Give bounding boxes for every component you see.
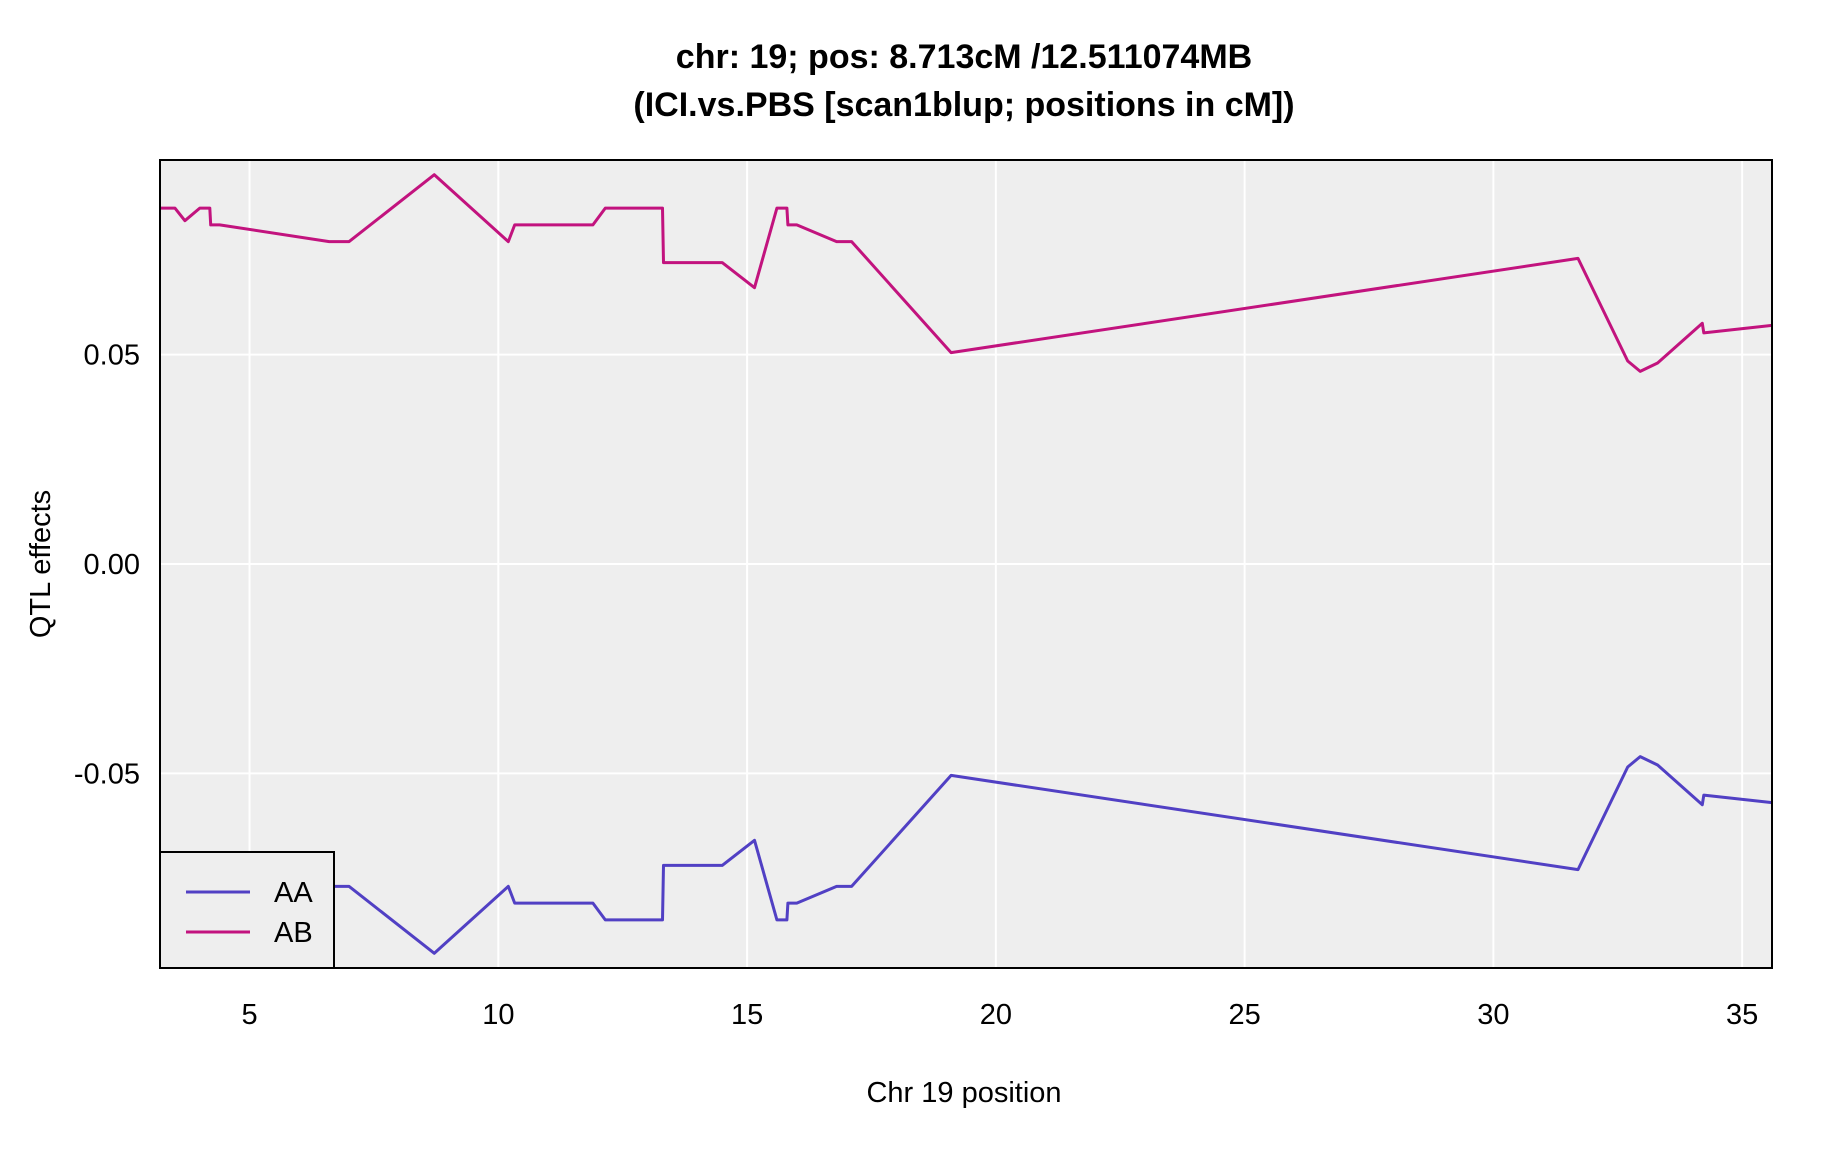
legend: AA AB xyxy=(159,851,335,969)
x-tick-label: 10 xyxy=(482,999,514,1031)
y-tick-label: 0.05 xyxy=(84,340,140,372)
y-axis-label: QTL effects xyxy=(25,490,57,638)
x-tick-label: 5 xyxy=(241,999,257,1031)
x-axis-ticks: 5 10 15 20 25 30 35 xyxy=(241,999,1758,1031)
chart-subtitle: (ICI.vs.PBS [scan1blup; positions in cM]… xyxy=(633,86,1294,124)
y-tick-label: -0.05 xyxy=(74,758,140,790)
grid-lines xyxy=(160,160,1772,968)
series-line-ab xyxy=(160,173,1773,373)
x-tick-label: 15 xyxy=(731,999,763,1031)
x-tick-label: 20 xyxy=(980,999,1012,1031)
x-tick-label: 30 xyxy=(1477,999,1509,1031)
legend-label-ab: AB xyxy=(274,917,313,949)
plot-border xyxy=(159,159,1773,969)
x-axis-label: Chr 19 position xyxy=(866,1077,1061,1109)
x-tick-label: 25 xyxy=(1228,999,1260,1031)
legend-label-aa: AA xyxy=(274,877,313,909)
x-tick-label: 35 xyxy=(1726,999,1758,1031)
y-axis-ticks: -0.05 0.00 0.05 xyxy=(74,340,140,791)
chart-title: chr: 19; pos: 8.713cM /12.511074MB xyxy=(676,38,1252,76)
legend-box xyxy=(159,851,335,969)
y-tick-label: 0.00 xyxy=(84,549,140,581)
